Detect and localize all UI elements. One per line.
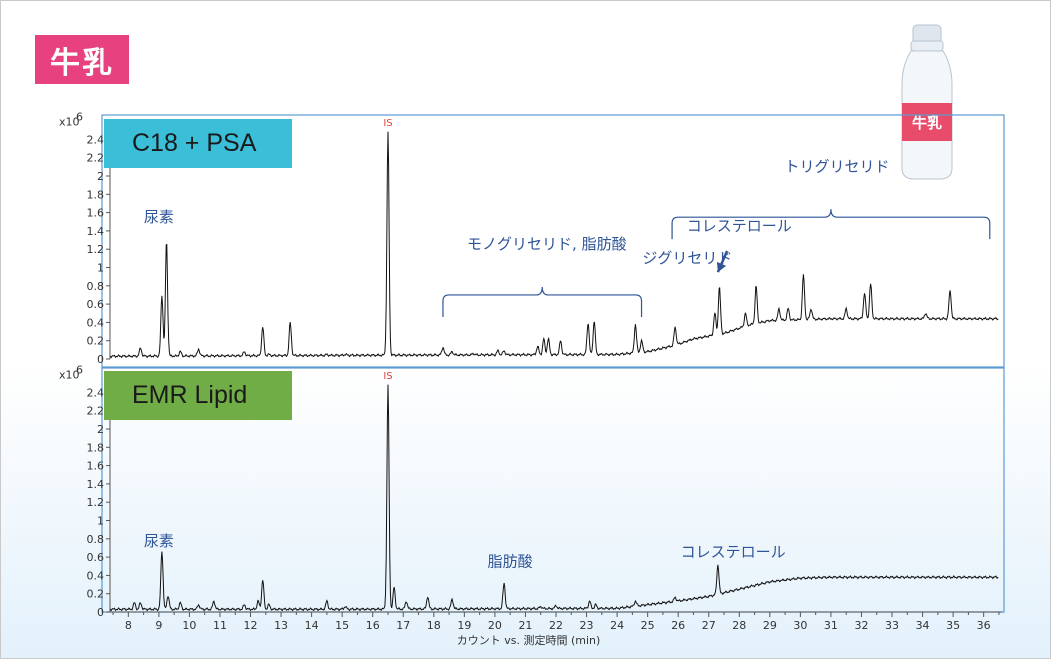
compound-annotation-0-0: 尿素 <box>144 208 174 226</box>
compound-annotation-0-3: ジグリセリド <box>642 249 732 267</box>
y-tick-label-1: 0.8 <box>87 533 105 546</box>
emr-lipid-method-text: EMR Lipid <box>132 381 248 409</box>
x-tick-label: 21 <box>518 619 532 632</box>
y-tick-label-1: 0.4 <box>87 569 105 582</box>
x-tick-label: 27 <box>702 619 716 632</box>
y-tick-label-0: 1.2 <box>87 243 105 256</box>
y-tick-label-1: 2.2 <box>87 405 105 418</box>
c18-psa-method-label: C18 + PSA <box>104 119 292 168</box>
y-tick-label-0: 2 <box>97 170 104 183</box>
y-tick-label-1: 1.4 <box>87 478 105 491</box>
x-tick-label: 20 <box>488 619 502 632</box>
x-tick-label: 17 <box>396 619 410 632</box>
y-tick-label-1: 2.4 <box>87 386 105 399</box>
annotation-arrowhead-0 <box>716 261 727 273</box>
y-tick-label-0: 0.4 <box>87 316 105 329</box>
compound-annotation-1-0: 尿素 <box>144 532 174 550</box>
x-tick-label: 12 <box>244 619 258 632</box>
x-tick-label: 35 <box>946 619 960 632</box>
annotation-bracket-0-1 <box>671 209 991 240</box>
x-tick-label: 14 <box>305 619 319 632</box>
chromatogram-trace-0 <box>109 131 999 359</box>
compound-annotation-1-2: コレステロール <box>681 543 786 561</box>
y-tick-label-0: 2.4 <box>87 133 105 146</box>
x-tick-label: 25 <box>641 619 655 632</box>
x-tick-label: 30 <box>793 619 807 632</box>
x-tick-label: 29 <box>763 619 777 632</box>
y-tick-label-1: 1.2 <box>87 496 105 509</box>
x-tick-label: 32 <box>854 619 868 632</box>
compound-annotation-1-1: 脂肪酸 <box>488 552 533 570</box>
panel-frame-0 <box>101 114 1005 368</box>
y-tick-label-0: 1.8 <box>87 188 105 201</box>
title-badge: 牛乳 <box>35 35 129 84</box>
x-tick-label: 26 <box>671 619 685 632</box>
compound-annotation-0-4: トリグリセリド <box>785 157 890 175</box>
x-tick-label: 22 <box>549 619 563 632</box>
y-tick-label-0: 0.2 <box>87 335 105 348</box>
x-tick-label: 23 <box>580 619 594 632</box>
x-tick-label: 9 <box>155 619 162 632</box>
x-tick-label: 34 <box>916 619 930 632</box>
y-tick-label-1: 0 <box>97 606 104 619</box>
y-tick-label-0: 1.4 <box>87 225 105 238</box>
internal-standard-label-1: IS <box>383 371 392 382</box>
y-exponent-label-1: x10 <box>59 368 80 381</box>
x-tick-label: 15 <box>335 619 349 632</box>
y-tick-label-0: 0.8 <box>87 280 105 293</box>
y-tick-label-0: 0 <box>97 353 104 366</box>
compound-annotation-0-1: モノグリセリド, 脂肪酸 <box>467 235 627 253</box>
y-tick-label-1: 1.8 <box>87 441 105 454</box>
y-exponent-label-0: x10 <box>59 115 80 128</box>
y-tick-label-0: 1.6 <box>87 207 105 220</box>
x-tick-label: 24 <box>610 619 624 632</box>
c18-psa-method-text: C18 + PSA <box>132 129 257 157</box>
x-tick-label: 18 <box>427 619 441 632</box>
annotation-bracket-0-0 <box>442 286 643 317</box>
y-tick-label-1: 0.2 <box>87 588 105 601</box>
x-tick-label: 13 <box>274 619 288 632</box>
x-tick-label: 10 <box>182 619 196 632</box>
x-axis-title: カウント vs. 測定時間 (min) <box>457 633 601 647</box>
x-tick-label: 16 <box>366 619 380 632</box>
bottle-label: 牛乳 <box>912 114 942 132</box>
x-tick-label: 11 <box>213 619 227 632</box>
chromatogram-trace-1 <box>109 384 999 612</box>
x-tick-label: 28 <box>732 619 746 632</box>
y-tick-label-1: 1.6 <box>87 460 105 473</box>
y-tick-label-0: 0.6 <box>87 298 105 311</box>
x-tick-label: 31 <box>824 619 838 632</box>
emr-lipid-method-label: EMR Lipid <box>104 371 292 420</box>
y-tick-label-1: 2 <box>97 423 104 436</box>
internal-standard-label-0: IS <box>383 118 392 129</box>
x-tick-label: 8 <box>125 619 132 632</box>
y-tick-label-1: 0.6 <box>87 551 105 564</box>
compound-annotation-0-2: コレステロール <box>687 217 792 235</box>
y-exponent-power-1: 6 <box>76 363 83 376</box>
y-tick-label-1: 1 <box>97 515 104 528</box>
x-tick-label: 19 <box>457 619 471 632</box>
x-tick-label: 36 <box>977 619 991 632</box>
y-tick-label-0: 1 <box>97 262 104 275</box>
x-tick-label: 33 <box>885 619 899 632</box>
y-exponent-power-0: 6 <box>76 110 83 123</box>
y-tick-label-0: 2.2 <box>87 152 105 165</box>
